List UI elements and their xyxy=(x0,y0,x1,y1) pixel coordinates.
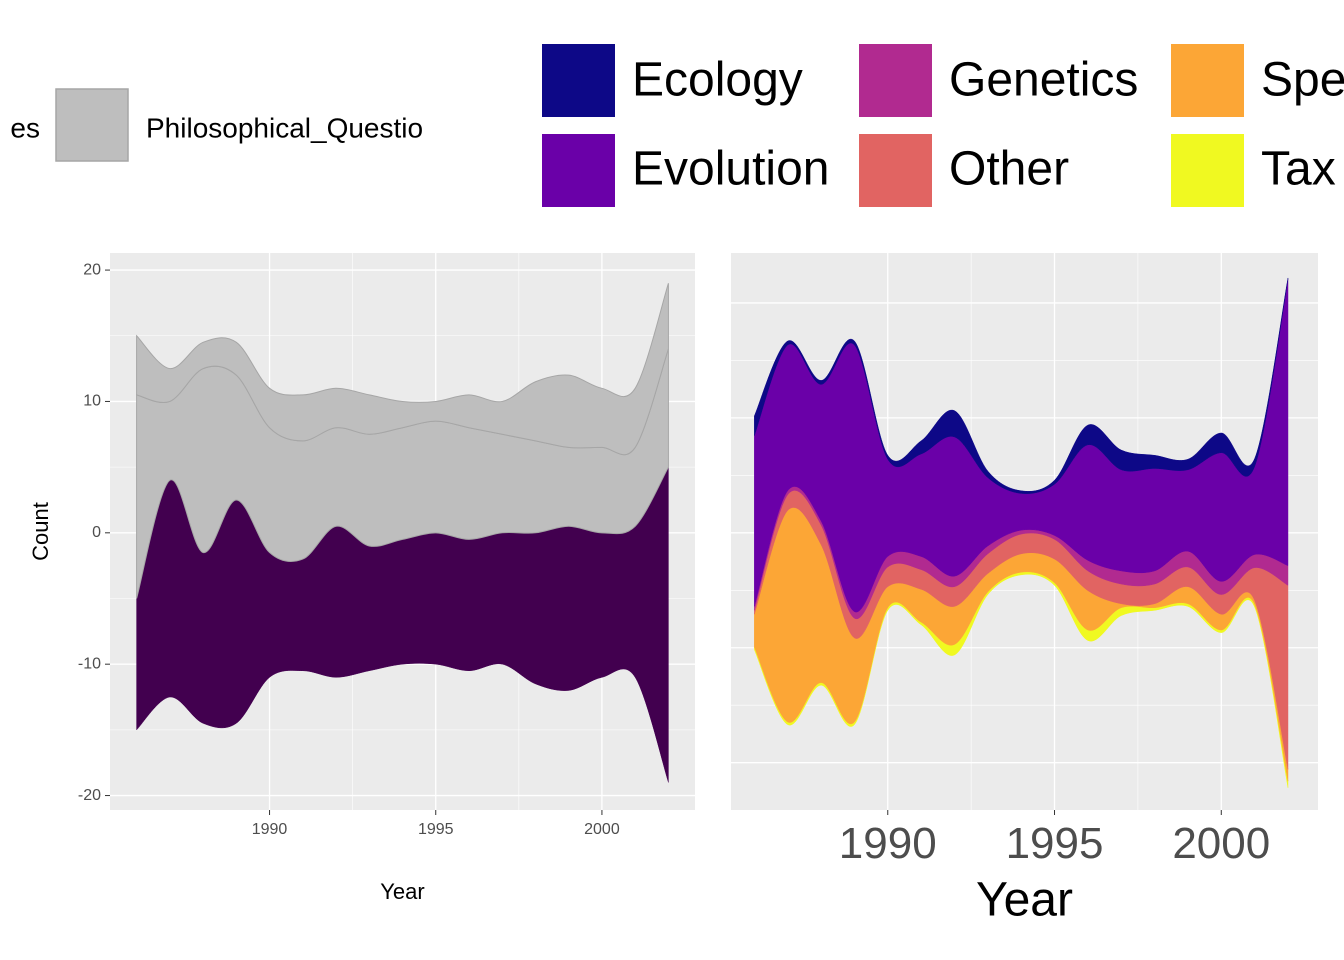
legend-label: Genetics xyxy=(949,54,1138,107)
legend-key xyxy=(55,88,129,162)
legend-label: Other xyxy=(949,143,1069,196)
legend-key xyxy=(1171,44,1244,117)
legend-label: Tax xyxy=(1261,143,1336,196)
stream-layer xyxy=(754,277,1289,494)
x-axis-title: Year xyxy=(976,874,1073,927)
y-tick-label: 0 xyxy=(92,524,101,541)
x-tick-label: 1995 xyxy=(418,821,454,838)
x-tick-label: 1990 xyxy=(252,821,288,838)
legend-key xyxy=(859,44,932,117)
legend-key xyxy=(859,134,932,207)
legend-label: Ecology xyxy=(632,54,803,107)
y-tick-label: 20 xyxy=(83,261,101,278)
x-tick-label: 1995 xyxy=(1006,819,1104,868)
x-tick-label: 1990 xyxy=(839,819,937,868)
legend-label: Spe xyxy=(1261,54,1344,107)
y-tick-label: -10 xyxy=(78,655,101,672)
legend-key xyxy=(1171,134,1244,207)
x-tick-label: 2000 xyxy=(584,821,620,838)
x-tick-label: 2000 xyxy=(1172,819,1270,868)
y-axis-title: Count xyxy=(28,502,53,561)
y-tick-label: -20 xyxy=(78,787,101,804)
y-tick-label: 10 xyxy=(83,393,101,410)
x-axis-title: Year xyxy=(380,879,424,904)
legend-label: Evolution xyxy=(632,143,829,196)
legend-label: Philosophical_Questio xyxy=(146,112,423,143)
legend-label: es xyxy=(10,112,40,143)
legend-key xyxy=(542,44,615,117)
stream-layer xyxy=(136,283,669,456)
legend-key xyxy=(542,134,615,207)
